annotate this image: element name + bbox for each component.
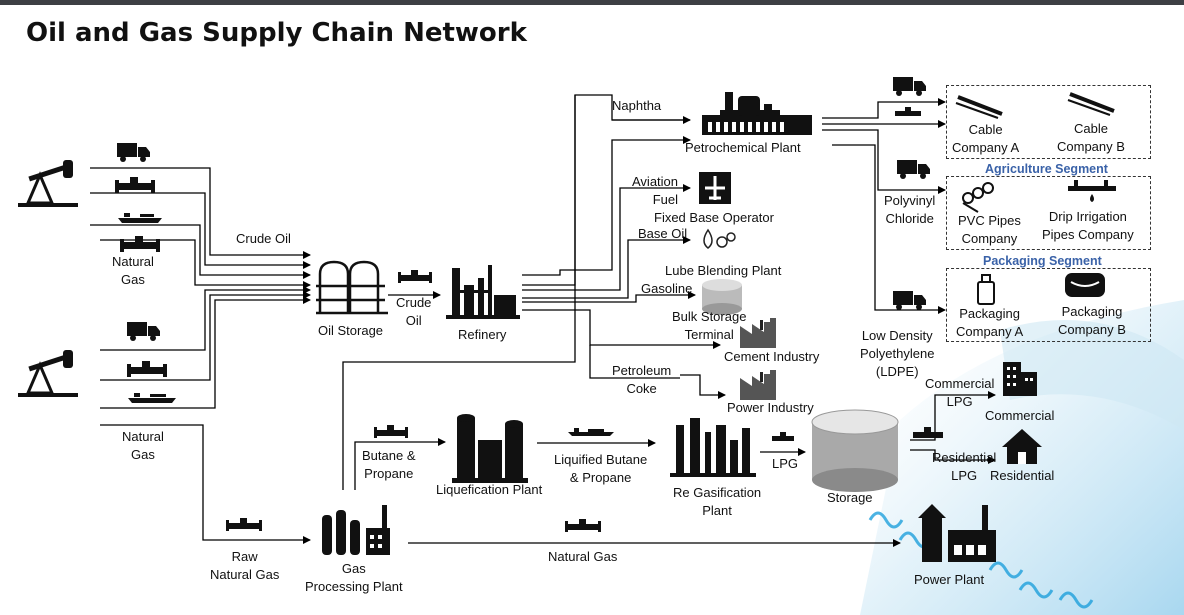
page-title: Oil and Gas Supply Chain Network	[26, 18, 527, 48]
cable-company-b-label: Cable Company B	[1057, 121, 1125, 154]
truck-icon	[893, 291, 926, 310]
petrochemical-plant-icon	[702, 92, 812, 135]
house-icon	[1002, 429, 1042, 464]
pipeline-icon	[226, 518, 262, 531]
power-industry-label: Power Industry	[727, 400, 814, 415]
packaging-company-a-label: Packaging Company A	[956, 306, 1024, 339]
raw-natural-gas-label: Raw Natural Gas	[210, 549, 280, 582]
truck-icon	[127, 322, 160, 341]
petroleum-coke-label: Petroleum Coke	[612, 363, 672, 396]
pipeline-icon	[398, 270, 432, 283]
cable-company-a-label: Cable Company A	[952, 122, 1020, 155]
top-bar	[0, 0, 1184, 5]
natural-gas-bottom-label: Natural Gas	[122, 429, 164, 462]
tanker-ship-icon	[568, 428, 614, 436]
gasoline-label: Gasoline	[641, 281, 693, 296]
pipeline-icon	[120, 236, 160, 252]
commercial-building-icon	[1003, 362, 1037, 396]
refinery-icon	[446, 265, 520, 319]
naphtha-label: Naphtha	[612, 98, 662, 113]
truck-icon	[897, 160, 930, 179]
pipeline-icon	[115, 177, 155, 193]
package-icon	[1065, 273, 1105, 297]
ldpe-label: Low Density Polyethylene (LDPE)	[860, 328, 935, 379]
pipeline-icon	[772, 432, 794, 441]
oil-pump-icon	[18, 160, 78, 207]
polyvinyl-chloride-label: Polyvinyl Chloride	[884, 193, 936, 226]
liquefication-plant-label: Liquefication Plant	[436, 482, 543, 497]
regasification-plant-icon	[670, 418, 756, 477]
lpg-label: LPG	[772, 456, 799, 471]
gas-processing-plant-icon	[322, 505, 390, 555]
cable-segment-box	[946, 85, 1151, 159]
commercial-label: Commercial	[985, 408, 1055, 423]
butane-propane-label: Butane & Propane	[362, 448, 416, 481]
natural-gas-line-label: Natural Gas	[548, 549, 618, 564]
cement-factory-icon	[740, 318, 776, 348]
drip-irrigation-icon	[1068, 180, 1116, 202]
aviation-fuel-label: Aviation Fuel	[632, 174, 679, 207]
liquefication-plant-icon	[452, 414, 528, 483]
cement-factory-icon	[740, 370, 776, 400]
lube-blending-plant-label: Lube Blending Plant	[665, 263, 782, 278]
pipeline-icon	[895, 107, 921, 116]
pipeline-icon	[913, 427, 943, 438]
tanker-ship-icon	[118, 213, 162, 223]
agriculture-segment-box	[946, 176, 1151, 250]
packaging-company-b-label: Packaging Company B	[1058, 304, 1126, 337]
power-plant-label: Power Plant	[914, 572, 985, 587]
refinery-label: Refinery	[458, 327, 507, 342]
storage-tank-icon	[702, 279, 742, 315]
packaging-segment-box	[946, 268, 1151, 342]
packaging-segment-heading: Packaging Segment	[983, 254, 1102, 268]
pvc-pipe-icon	[962, 182, 994, 213]
cable-icon	[1067, 92, 1115, 116]
pipeline-icon	[127, 361, 167, 377]
oil-storage-label: Oil Storage	[318, 323, 384, 338]
natural-gas-top-label: Natural Gas	[112, 254, 154, 287]
fixed-base-operator-label: Fixed Base Operator	[654, 210, 774, 225]
agriculture-segment-heading: Agriculture Segment	[985, 162, 1108, 176]
pipeline-icon	[374, 425, 408, 438]
crude-oil-2-label: Crude Oil	[396, 295, 432, 328]
truck-icon	[893, 77, 926, 96]
residential-label: Residential	[990, 468, 1055, 483]
crude-oil-label: Crude Oil	[236, 231, 291, 246]
tank-icon	[316, 260, 388, 315]
truck-icon	[117, 143, 150, 162]
base-oil-label: Base Oil	[638, 226, 688, 241]
tanker-ship-icon	[128, 393, 176, 403]
cable-icon	[955, 95, 1003, 119]
residential-lpg-label: Residential LPG	[932, 450, 997, 483]
commercial-lpg-label: Commercial LPG	[925, 376, 995, 409]
liquified-butane-propane-label: Liquified Butane & Propane	[554, 452, 648, 485]
airplane-icon	[699, 172, 731, 204]
gas-processing-plant-label: Gas Processing Plant	[305, 561, 403, 594]
oil-drop-gears-icon	[703, 228, 736, 249]
bulk-storage-terminal-label: Bulk Storage Terminal	[672, 309, 747, 342]
drip-irrigation-label: Drip Irrigation Pipes Company	[1042, 209, 1134, 242]
pipeline-icon	[565, 519, 601, 532]
storage-label: Storage	[827, 490, 873, 505]
petrochemical-plant-label: Petrochemical Plant	[685, 140, 801, 155]
storage-tank-icon	[811, 409, 899, 492]
oil-pump-icon	[18, 350, 78, 397]
bottle-icon	[977, 274, 995, 305]
pvc-pipes-company-label: PVC Pipes Company	[958, 213, 1021, 246]
cement-industry-label: Cement Industry	[724, 349, 820, 364]
re-gasification-plant-label: Re Gasification Plant	[673, 485, 762, 518]
power-plant-icon	[918, 504, 996, 562]
